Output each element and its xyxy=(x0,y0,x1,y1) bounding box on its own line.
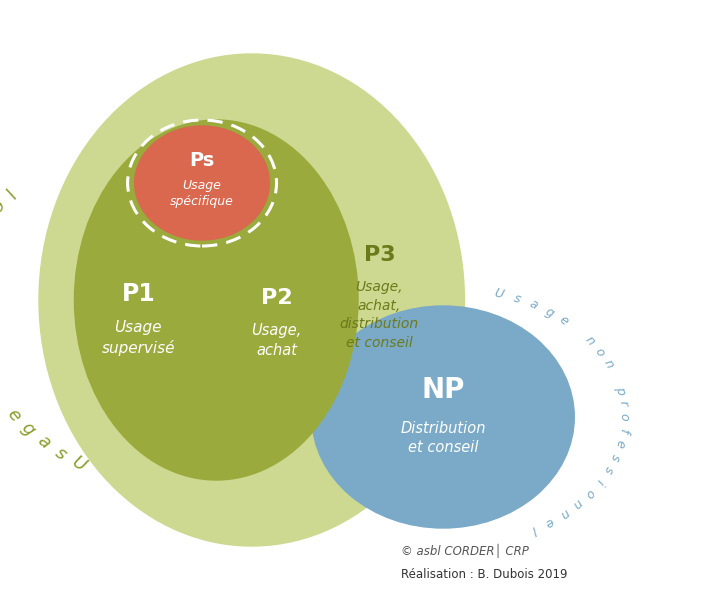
Text: a: a xyxy=(33,431,54,452)
Text: P3: P3 xyxy=(364,245,395,265)
Text: n: n xyxy=(582,334,597,348)
Text: s: s xyxy=(52,443,69,463)
Text: g: g xyxy=(542,305,556,320)
Text: U: U xyxy=(493,286,505,301)
Text: n: n xyxy=(601,358,616,371)
Text: Usage
supervisé: Usage supervisé xyxy=(101,320,175,356)
Text: P2: P2 xyxy=(261,288,292,308)
Text: p: p xyxy=(0,377,1,395)
Text: n: n xyxy=(557,506,571,521)
Text: e: e xyxy=(4,406,24,425)
Ellipse shape xyxy=(39,54,464,546)
Text: n: n xyxy=(570,496,585,511)
Text: r: r xyxy=(616,400,630,407)
Text: s: s xyxy=(511,292,522,306)
Text: o: o xyxy=(582,486,597,500)
Text: s: s xyxy=(608,452,623,463)
Text: a: a xyxy=(527,298,540,313)
Text: Réalisation : B. Dubois 2019: Réalisation : B. Dubois 2019 xyxy=(401,568,567,581)
Text: Distribution
et conseil: Distribution et conseil xyxy=(401,421,486,455)
Text: f: f xyxy=(616,428,630,434)
Text: l: l xyxy=(0,184,17,199)
Text: s: s xyxy=(601,464,615,476)
Text: e: e xyxy=(557,313,571,328)
Text: NP: NP xyxy=(421,376,465,404)
Text: o: o xyxy=(618,413,630,421)
Text: Usage,
achat,
distribution
et conseil: Usage, achat, distribution et conseil xyxy=(340,280,419,350)
Text: Usage,
achat: Usage, achat xyxy=(252,323,301,358)
Text: i: i xyxy=(593,476,606,487)
Ellipse shape xyxy=(74,120,358,480)
Circle shape xyxy=(312,306,574,528)
Text: e: e xyxy=(0,196,7,215)
Text: e: e xyxy=(613,439,627,449)
Text: U: U xyxy=(69,453,89,475)
Text: l: l xyxy=(529,523,538,536)
Text: o: o xyxy=(592,346,607,359)
Text: Ps: Ps xyxy=(189,151,215,170)
Text: © asbl CORDER│ CRP: © asbl CORDER│ CRP xyxy=(401,544,528,558)
Text: e: e xyxy=(542,514,556,529)
Circle shape xyxy=(135,126,269,240)
Text: p: p xyxy=(613,385,627,395)
Text: P1: P1 xyxy=(121,282,155,306)
Text: g: g xyxy=(18,419,38,439)
Text: Usage
spécifique: Usage spécifique xyxy=(170,179,234,208)
